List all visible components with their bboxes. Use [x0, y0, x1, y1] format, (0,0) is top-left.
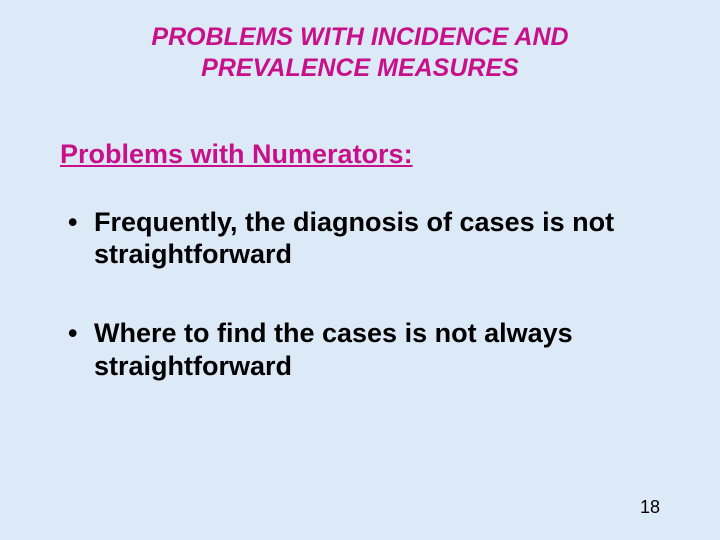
bullet-item: Frequently, the diagnosis of cases is no…: [60, 206, 660, 272]
bullet-text: Frequently, the diagnosis of cases is no…: [94, 207, 614, 270]
title-line-2: PREVALENCE MEASURES: [201, 54, 519, 82]
slide-subtitle: Problems with Numerators:: [60, 139, 660, 170]
page-number: 18: [640, 497, 660, 518]
bullet-item: Where to find the cases is not always st…: [60, 317, 660, 383]
slide-title: PROBLEMS WITH INCIDENCE AND PREVALENCE M…: [98, 22, 622, 85]
bullet-text: Where to find the cases is not always st…: [94, 318, 573, 381]
bullet-list: Frequently, the diagnosis of cases is no…: [60, 206, 660, 384]
title-line-1: PROBLEMS WITH INCIDENCE AND: [151, 23, 568, 51]
slide: PROBLEMS WITH INCIDENCE AND PREVALENCE M…: [0, 0, 720, 540]
